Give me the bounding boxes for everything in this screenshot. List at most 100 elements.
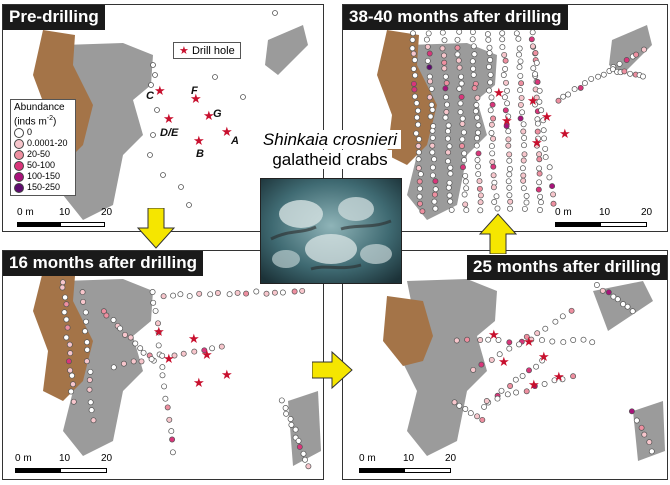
drill-hole-star: ★ <box>163 111 175 126</box>
survey-point <box>155 320 161 327</box>
survey-point <box>610 293 617 300</box>
survey-point <box>470 366 477 373</box>
survey-point <box>159 372 166 379</box>
drill-holes: ★ ★ ★ ★ ★ ★ <box>153 324 233 390</box>
survey-point <box>507 205 513 212</box>
survey-point <box>534 330 541 337</box>
survey-point <box>488 130 495 136</box>
survey-point <box>595 73 602 80</box>
survey-point <box>278 397 285 404</box>
survey-point <box>539 337 545 344</box>
survey-point <box>521 135 528 141</box>
survey-point <box>132 340 139 347</box>
legend-item: 100-150 <box>14 171 72 182</box>
map-25-months: ★ ★ ★ ★ ★ ★ <box>383 279 665 461</box>
legend-item: 0 <box>14 127 72 138</box>
survey-point <box>542 154 549 161</box>
survey-point <box>523 193 530 199</box>
drill-hole-star: ★ <box>163 351 175 366</box>
survey-point <box>166 416 173 423</box>
panel-title: 25 months after drilling <box>467 255 667 280</box>
survey-point <box>528 36 535 43</box>
species-common-name: galatheid crabs <box>268 150 392 169</box>
survey-point <box>486 50 493 56</box>
survey-point <box>70 398 77 405</box>
survey-point <box>504 100 511 107</box>
survey-point <box>560 93 567 100</box>
survey-point <box>410 65 417 72</box>
survey-point <box>517 115 524 122</box>
drill-hole-legend: ★ Drill hole <box>173 42 241 59</box>
species-label: Shinkaia crosnieri galatheid crabs <box>247 130 413 170</box>
survey-point <box>485 36 492 43</box>
survey-point <box>474 157 481 163</box>
survey-point <box>646 439 653 446</box>
panel-title: 16 months after drilling <box>3 251 203 276</box>
survey-point <box>503 79 509 86</box>
survey-point <box>177 291 184 298</box>
survey-point <box>416 178 423 185</box>
survey-point <box>442 114 449 121</box>
survey-point <box>424 43 431 50</box>
survey-point <box>428 101 435 108</box>
survey-point <box>490 172 497 179</box>
survey-point <box>609 66 616 73</box>
survey-point <box>539 357 546 364</box>
survey-point <box>516 341 522 348</box>
drill-hole-star: ★ <box>193 375 205 390</box>
survey-point <box>633 417 640 424</box>
drill-hole-star: ★ <box>203 108 215 123</box>
survey-point <box>624 303 631 310</box>
survey-point <box>416 136 422 143</box>
survey-point <box>552 318 559 325</box>
survey-point <box>103 312 110 319</box>
survey-point <box>122 331 128 338</box>
survey-point <box>207 291 214 298</box>
survey-point <box>486 63 492 70</box>
survey-point <box>439 45 446 52</box>
survey-point <box>621 68 628 75</box>
survey-point <box>505 178 512 185</box>
survey-point <box>490 163 497 170</box>
survey-point <box>521 205 528 212</box>
survey-point <box>474 135 480 142</box>
survey-point <box>475 129 481 136</box>
survey-point <box>519 373 526 379</box>
survey-point <box>59 284 66 291</box>
survey-point <box>196 290 203 297</box>
survey-point <box>305 463 312 470</box>
survey-point <box>486 87 493 94</box>
survey-point <box>570 373 577 380</box>
survey-point <box>477 337 484 343</box>
survey-point <box>441 52 447 59</box>
survey-point <box>533 94 540 101</box>
survey-point <box>616 60 623 67</box>
drill-holes: ★ ★ ★ ★ ★ ★ <box>488 327 565 392</box>
survey-point <box>410 80 417 87</box>
drill-hole-star: ★ <box>538 349 550 364</box>
survey-point <box>300 450 307 457</box>
scale-bar: 0 m 10 20 <box>15 453 112 475</box>
survey-point <box>463 185 470 192</box>
survey-point <box>169 449 176 456</box>
drill-hole-star: ★ <box>188 331 200 346</box>
survey-point <box>493 193 500 200</box>
survey-point <box>476 185 483 192</box>
survey-point <box>490 184 497 191</box>
survey-point <box>428 85 435 92</box>
survey-point <box>546 164 553 171</box>
survey-point <box>447 170 454 177</box>
survey-point <box>461 157 468 164</box>
brown-area <box>383 296 433 366</box>
survey-point <box>471 85 478 92</box>
survey-point <box>470 65 477 72</box>
survey-point <box>506 339 513 346</box>
drill-hole-star: ★ <box>154 83 166 98</box>
survey-point <box>469 36 476 43</box>
survey-point <box>517 101 524 108</box>
gray-seep-area <box>633 401 665 461</box>
survey-point <box>571 86 578 93</box>
survey-point <box>474 413 481 420</box>
survey-point <box>171 352 178 359</box>
survey-point <box>283 410 290 417</box>
